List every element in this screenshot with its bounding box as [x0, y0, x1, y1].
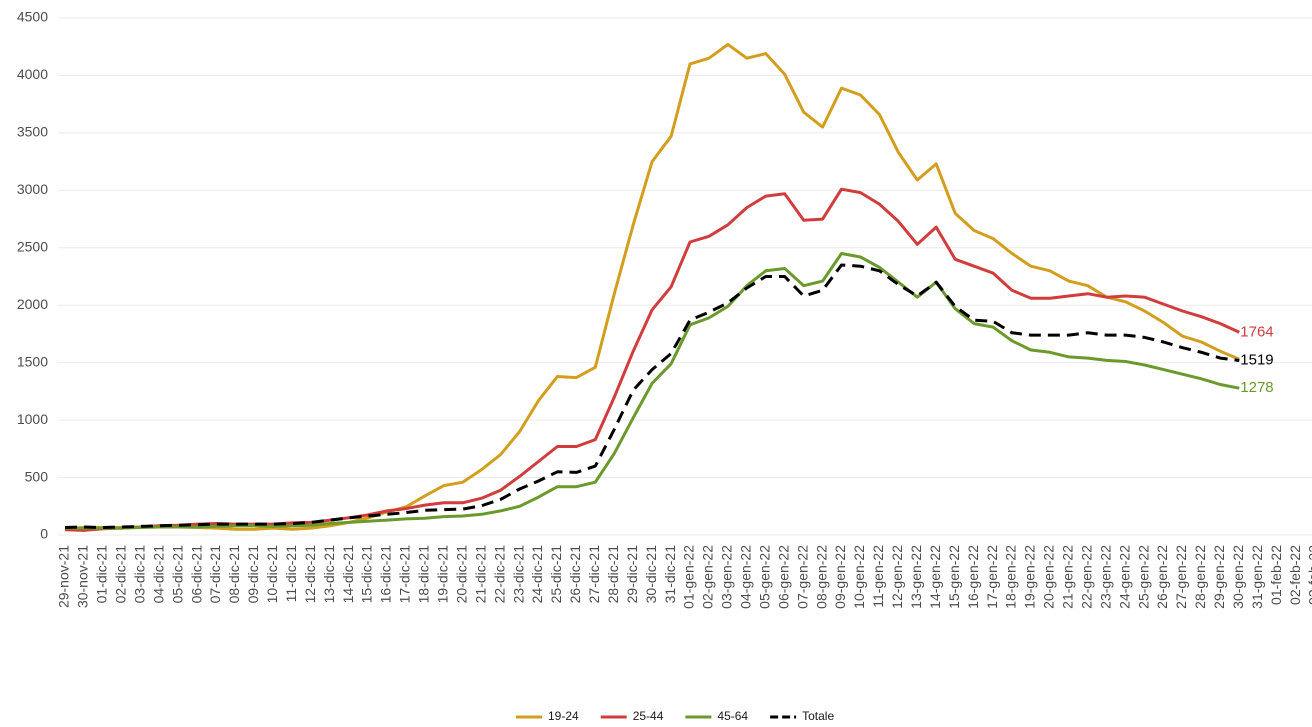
legend-label: 19-24	[548, 709, 579, 723]
x-tick-label: 07-dic-21	[207, 545, 223, 604]
series-line	[65, 252, 1240, 530]
x-tick-label: 15-gen-22	[946, 545, 962, 609]
x-tick-label: 02-feb-22	[1287, 545, 1303, 605]
x-tick-label: 12-gen-22	[889, 545, 905, 609]
legend: 19-24 25-44 45-64 Totale	[516, 709, 834, 723]
series-line	[64, 42, 1240, 531]
x-tick-label: 03-dic-21	[131, 545, 147, 604]
end-label: 1764	[1240, 323, 1273, 340]
x-tick-label: 30-nov-21	[75, 545, 91, 608]
x-tick-label: 26-dic-21	[567, 545, 583, 604]
x-tick-label: 21-gen-22	[1060, 545, 1076, 609]
x-tick-label: 22-gen-22	[1078, 545, 1094, 609]
x-tick-label: 15-dic-21	[359, 545, 375, 604]
series-line	[64, 187, 1240, 532]
x-tick-label: 28-dic-21	[605, 545, 621, 604]
x-tick-label: 09-gen-22	[832, 545, 848, 609]
end-label: 1519	[1240, 351, 1273, 368]
x-tick-label: 29-dic-21	[624, 545, 640, 604]
y-tick-label: 0	[40, 526, 48, 542]
x-tick-label: 22-dic-21	[491, 545, 507, 604]
x-tick-label: 03-feb-22	[1306, 545, 1312, 605]
y-tick-label: 1500	[17, 353, 48, 369]
y-tick-label: 2500	[17, 238, 48, 254]
x-tick-label: 25-dic-21	[548, 545, 564, 604]
y-tick-label: 4500	[17, 9, 48, 25]
x-tick-label: 24-dic-21	[529, 545, 545, 604]
x-tick-label: 30-gen-22	[1230, 545, 1246, 609]
x-tick-label: 31-gen-22	[1249, 545, 1265, 609]
x-tick-label: 02-dic-21	[113, 545, 129, 604]
x-tick-label: 13-dic-21	[321, 545, 337, 604]
x-tick-label: 09-dic-21	[245, 545, 261, 604]
x-tick-label: 29-nov-21	[56, 545, 72, 608]
x-tick-label: 08-gen-22	[813, 545, 829, 609]
y-tick-label: 3000	[17, 181, 48, 197]
x-tick-label: 18-dic-21	[416, 545, 432, 604]
x-tick-label: 20-gen-22	[1041, 545, 1057, 609]
x-tick-label: 11-dic-21	[283, 545, 299, 603]
x-tick-label: 02-gen-22	[700, 545, 716, 609]
x-tick-label: 10-gen-22	[851, 545, 867, 609]
x-tick-label: 14-gen-22	[927, 545, 943, 609]
x-tick-label: 12-dic-21	[302, 545, 318, 604]
x-tick-label: 18-gen-22	[1003, 545, 1019, 609]
x-tick-label: 30-dic-21	[643, 545, 659, 604]
x-tick-label: 01-dic-21	[94, 545, 110, 604]
x-tick-label: 10-dic-21	[264, 545, 280, 604]
x-tick-label: 06-dic-21	[188, 545, 204, 604]
x-tick-label: 24-gen-22	[1116, 545, 1132, 609]
y-tick-label: 4000	[17, 66, 48, 82]
legend-label: Totale	[802, 709, 834, 723]
x-tick-label: 20-dic-21	[453, 545, 469, 604]
legend-label: 45-64	[717, 709, 748, 723]
x-tick-label: 27-dic-21	[586, 545, 602, 604]
x-tick-label: 17-dic-21	[397, 545, 413, 604]
x-tick-label: 03-gen-22	[719, 545, 735, 609]
series-line	[64, 263, 1240, 529]
x-tick-label: 05-dic-21	[169, 545, 185, 604]
y-tick-label: 1000	[17, 411, 48, 427]
x-tick-label: 21-dic-21	[472, 545, 488, 604]
x-tick-label: 11-gen-22	[870, 545, 886, 608]
x-tick-label: 31-dic-21	[662, 545, 678, 604]
y-tick-label: 2000	[17, 296, 48, 312]
x-tick-label: 26-gen-22	[1154, 545, 1170, 609]
x-tick-label: 28-gen-22	[1192, 545, 1208, 609]
x-tick-label: 19-dic-21	[435, 545, 451, 604]
x-tick-label: 16-dic-21	[378, 545, 394, 604]
y-tick-label: 3500	[17, 124, 48, 140]
x-tick-label: 16-gen-22	[965, 545, 981, 609]
x-tick-label: 04-gen-22	[738, 545, 754, 609]
x-tick-label: 05-gen-22	[756, 545, 772, 609]
x-tick-label: 07-gen-22	[794, 545, 810, 609]
legend-label: 25-44	[633, 709, 664, 723]
x-tick-label: 01-gen-22	[681, 545, 697, 609]
x-tick-label: 23-dic-21	[510, 545, 526, 604]
x-tick-label: 23-gen-22	[1097, 545, 1113, 609]
x-tick-label: 01-feb-22	[1268, 545, 1284, 605]
x-tick-label: 13-gen-22	[908, 545, 924, 609]
y-tick-label: 500	[25, 468, 49, 484]
x-tick-label: 17-gen-22	[984, 545, 1000, 609]
end-label: 1278	[1240, 379, 1273, 396]
x-tick-label: 04-dic-21	[150, 545, 166, 604]
x-tick-label: 29-gen-22	[1211, 545, 1227, 609]
x-tick-label: 25-gen-22	[1135, 545, 1151, 609]
x-tick-label: 14-dic-21	[340, 545, 356, 604]
x-tick-label: 19-gen-22	[1022, 545, 1038, 609]
x-tick-label: 27-gen-22	[1173, 545, 1189, 609]
x-tick-label: 06-gen-22	[775, 545, 791, 609]
x-tick-label: 08-dic-21	[226, 545, 242, 604]
